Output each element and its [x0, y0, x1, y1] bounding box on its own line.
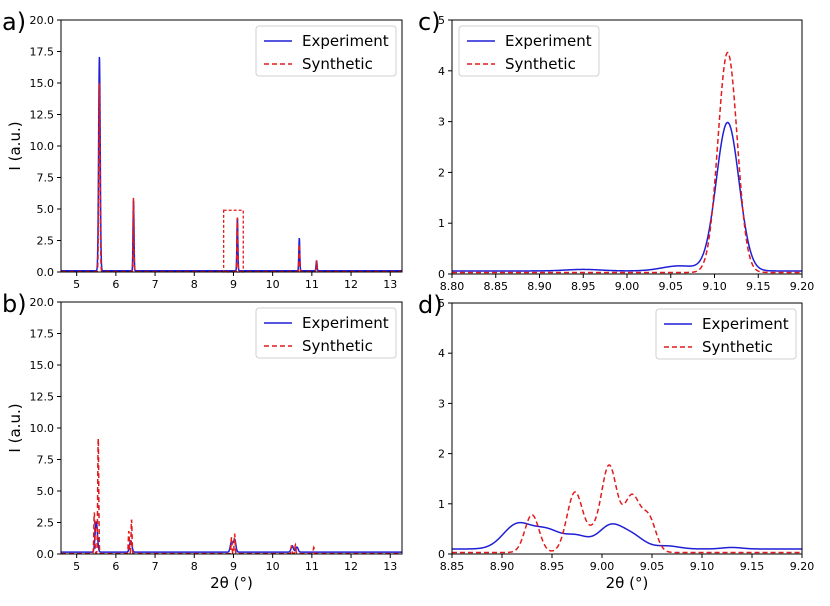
legend-label: Synthetic: [505, 55, 576, 73]
x-tick-label: 9.20: [790, 560, 815, 573]
y-tick-label: 17.5: [30, 46, 55, 59]
y-tick-label: 2: [438, 166, 445, 179]
y-tick-label: 3: [438, 116, 445, 129]
x-tick-label: 8.90: [527, 280, 552, 293]
panel-c: 8.80 8.85 8.90 8.95 9.00 9.05 9.10 9.15 9.20 0 1 2 3…: [418, 8, 814, 293]
y-tick-label: 12.5: [30, 391, 55, 404]
x-tick-label: 12: [344, 560, 358, 573]
x-tick-label: 11: [305, 278, 319, 291]
panel-a: 5 6 7 8 9 10 11 12 13 0.0 2.5 5.0 7.5 10.0 12.5 15.0 17.…: [2, 8, 403, 291]
legend: Experiment Synthetic: [458, 25, 600, 77]
y-tick-label: 0.0: [37, 266, 55, 279]
x-tick-label: 9.15: [740, 560, 765, 573]
panel-label: d): [418, 291, 443, 319]
x-tick-label: 11: [305, 560, 319, 573]
panel-label: c): [418, 8, 441, 36]
y-tick-label: 17.5: [30, 328, 55, 341]
x-tick-label: 9: [230, 278, 237, 291]
y-tick-label: 5: [438, 14, 445, 27]
x-tick-label: 8: [191, 278, 198, 291]
x-tick-label: 7: [152, 278, 159, 291]
legend-label: Synthetic: [302, 337, 373, 355]
x-tick-label: 5: [73, 560, 80, 573]
x-tick-label: 9.00: [615, 280, 640, 293]
panel-label: b): [2, 290, 27, 318]
legend: Experiment Synthetic: [255, 307, 397, 359]
panel-label: a): [2, 8, 26, 36]
y-tick-label: 20.0: [30, 296, 55, 309]
x-tick-label: 8.85: [484, 280, 509, 293]
zoom-region-box: [223, 209, 244, 273]
x-tick-label: 9.20: [790, 280, 815, 293]
x-tick-label: 9.05: [659, 280, 684, 293]
synthetic-series-line: [452, 51, 802, 274]
y-tick-label: 0.0: [37, 548, 55, 561]
y-tick-label: 5.0: [37, 203, 55, 216]
x-tick-label: 8.85: [440, 560, 465, 573]
y-tick-label: 10.0: [30, 140, 55, 153]
y-tick-label: 4: [438, 347, 445, 360]
y-tick-label: 5: [438, 297, 445, 310]
y-tick-label: 5.0: [37, 485, 55, 498]
y-tick-label: 7.5: [37, 172, 55, 185]
x-tick-label: 8.80: [440, 280, 465, 293]
x-axis-label: 2θ (°): [210, 574, 253, 592]
x-tick-label: 5: [73, 278, 80, 291]
y-tick-label: 0: [438, 548, 445, 561]
x-tick-label: 13: [383, 278, 397, 291]
x-tick-label: 10: [266, 560, 280, 573]
y-tick-label: 20.0: [30, 14, 55, 27]
panel-b: 5 6 7 8 9 10 11 12 13 0.0 2.5 5.0 7.5 10.0 12.5 15.0 17.…: [2, 290, 403, 592]
legend-label: Experiment: [302, 32, 389, 50]
x-axis-label: 2θ (°): [606, 574, 649, 592]
y-tick-label: 2: [438, 448, 445, 461]
legend: Experiment Synthetic: [655, 308, 797, 360]
legend-label: Synthetic: [302, 55, 373, 73]
legend-label: Experiment: [702, 315, 789, 333]
x-tick-label: 8: [191, 560, 198, 573]
legend-label: Experiment: [505, 32, 592, 50]
x-tick-label: 10: [266, 278, 280, 291]
x-tick-label: 9.15: [746, 280, 771, 293]
panel-d: 8.85 8.90 8.95 9.00 9.05 9.10 9.15 9.20 0 1 2 3 4 5 2θ…: [418, 291, 814, 592]
y-tick-label: 2.5: [37, 235, 55, 248]
x-tick-label: 9.10: [690, 560, 715, 573]
x-tick-label: 6: [112, 560, 119, 573]
y-tick-label: 12.5: [30, 109, 55, 122]
y-axis-label: I (a.u.): [6, 121, 24, 170]
y-tick-label: 1: [438, 498, 445, 511]
experiment-series-line: [452, 521, 802, 550]
x-tick-label: 9.10: [702, 280, 727, 293]
x-tick-label: 7: [152, 560, 159, 573]
legend: Experiment Synthetic: [255, 25, 397, 77]
y-tick-label: 3: [438, 397, 445, 410]
y-tick-label: 2.5: [37, 517, 55, 530]
experiment-series-line: [452, 121, 802, 272]
x-tick-label: 9: [230, 560, 237, 573]
x-tick-label: 9.00: [590, 560, 615, 573]
axes-frame: [451, 302, 803, 555]
x-tick-label: 8.95: [540, 560, 565, 573]
y-tick-label: 7.5: [37, 454, 55, 467]
y-tick-label: 15.0: [30, 359, 55, 372]
synthetic-series-line: [61, 83, 402, 272]
y-tick-label: 10.0: [30, 422, 55, 435]
synthetic-series-line: [452, 464, 802, 554]
legend-label: Synthetic: [702, 338, 773, 356]
y-tick-label: 0: [438, 268, 445, 281]
x-tick-label: 9.05: [640, 560, 665, 573]
x-tick-label: 6: [112, 278, 119, 291]
x-tick-label: 8.90: [490, 560, 515, 573]
y-tick-label: 1: [438, 217, 445, 230]
synthetic-series-line: [61, 438, 402, 554]
y-axis-label: I (a.u.): [6, 403, 24, 452]
y-tick-label: 15.0: [30, 77, 55, 90]
x-tick-label: 13: [383, 560, 397, 573]
legend-label: Experiment: [302, 314, 389, 332]
experiment-series-line: [61, 56, 402, 272]
x-tick-label: 12: [344, 278, 358, 291]
x-tick-label: 8.95: [571, 280, 596, 293]
y-tick-label: 4: [438, 65, 445, 78]
